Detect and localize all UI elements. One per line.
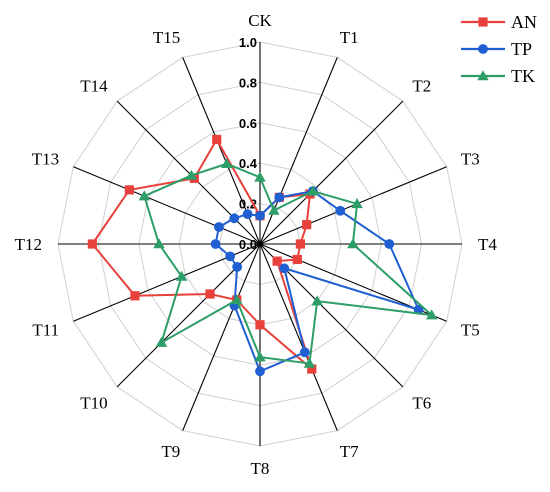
- point-tp-t8: [255, 366, 265, 377]
- spokes: [58, 42, 462, 446]
- spoke-t1: [259, 57, 338, 245]
- axis-label-t2: T2: [412, 77, 431, 96]
- spoke-t7: [259, 243, 338, 431]
- point-an-t12: [87, 239, 97, 249]
- tick-label: 0.2: [239, 197, 257, 212]
- axis-label-t8: T8: [251, 459, 270, 478]
- point-an-t7: [307, 364, 317, 374]
- axis-label-t6: T6: [412, 393, 431, 412]
- point-tp-t11: [225, 251, 236, 262]
- point-an-t15: [212, 134, 222, 145]
- series-line-tk: [143, 162, 435, 365]
- axis-label-t10: T10: [80, 393, 107, 412]
- axis-label-t5: T5: [461, 321, 480, 340]
- legend-label: AN: [511, 12, 537, 32]
- axis-label-t3: T3: [461, 149, 480, 168]
- point-tp-t6: [279, 263, 290, 274]
- axis-label-t14: T14: [80, 77, 108, 96]
- point-tp-t4: [384, 239, 395, 249]
- series-tp: [210, 186, 424, 377]
- legend-marker-an: [478, 17, 488, 27]
- axis-label-t9: T9: [161, 442, 180, 461]
- point-tp-t13: [214, 222, 224, 232]
- tick-label: 0.6: [239, 116, 257, 131]
- series-tk: [138, 158, 438, 368]
- legend-marker-tk: [477, 70, 489, 81]
- axis-label-t12: T12: [15, 235, 42, 254]
- legend-label: TP: [511, 39, 532, 59]
- spoke-t9: [182, 243, 261, 431]
- point-tk-t12: [153, 238, 165, 249]
- axis-labels: CK T1 T2 T3 T4 T5 T6 T7 T8 T9 T10 T11 T12 T13 T14 T15: [15, 11, 498, 478]
- point-an-t10: [205, 289, 215, 299]
- legend-item-tk: TK: [461, 66, 535, 86]
- point-tk-t5: [425, 309, 438, 320]
- point-tk-t4: [347, 238, 359, 249]
- point-tp-t10: [232, 261, 243, 272]
- point-tp-t14: [229, 213, 240, 224]
- axis-label-t13: T13: [32, 149, 59, 168]
- point-tk-t3: [351, 198, 363, 209]
- legend-item-an: AN: [461, 12, 537, 32]
- axis-label-t15: T15: [153, 28, 180, 47]
- point-an-t5: [292, 254, 302, 265]
- point-tp-t12: [210, 239, 221, 249]
- point-an-t6: [272, 256, 282, 266]
- legend-marker-tp: [478, 44, 488, 54]
- axis-label-t1: T1: [340, 28, 359, 47]
- tick-labels: 0.0 0.2 0.4 0.6 0.8 1.0: [239, 35, 258, 252]
- point-tk-t13: [138, 190, 151, 201]
- spoke-t2: [259, 100, 404, 245]
- spoke-t13: [73, 166, 261, 245]
- point-tk-t11: [175, 270, 188, 281]
- point-tk-t6: [311, 295, 323, 306]
- point-tp-t1: [274, 192, 285, 203]
- point-an-t4: [295, 239, 305, 249]
- point-tk-t8: [254, 351, 266, 362]
- point-tk-t15: [221, 158, 233, 169]
- point-an-t8: [255, 320, 265, 330]
- legend-item-tp: TP: [461, 39, 532, 59]
- point-tk-t7: [303, 357, 316, 368]
- point-tk-t14: [185, 169, 198, 180]
- series-an: [87, 134, 317, 374]
- legend-label: TK: [511, 66, 535, 86]
- tick-label: 0.8: [239, 75, 257, 90]
- point-tp-t3: [335, 205, 346, 216]
- point-tk-t1: [268, 204, 280, 215]
- series-layer: [87, 134, 438, 377]
- legend: AN TP TK: [461, 12, 537, 86]
- point-an-t11: [130, 291, 140, 301]
- series-line-an: [91, 137, 314, 373]
- point-tk-ck: [254, 171, 266, 182]
- axis-label-t7: T7: [340, 442, 359, 461]
- tick-label: 1.0: [239, 35, 257, 50]
- point-an-t3: [302, 220, 312, 230]
- tick-label: 0.0: [239, 237, 257, 252]
- point-tp-t7: [299, 347, 310, 358]
- axis-label-t4: T4: [478, 235, 497, 254]
- point-tp-t15: [242, 209, 253, 220]
- point-tk-t9: [231, 294, 243, 305]
- point-tk-t10: [155, 336, 168, 347]
- axis-label-t11: T11: [32, 321, 59, 340]
- axis-label-ck: CK: [248, 11, 272, 30]
- point-an-t13: [124, 185, 134, 195]
- tick-label: 0.4: [239, 156, 258, 171]
- point-tp-ck: [255, 210, 265, 221]
- point-tp-t5: [413, 304, 424, 315]
- point-tk-t2: [307, 185, 319, 196]
